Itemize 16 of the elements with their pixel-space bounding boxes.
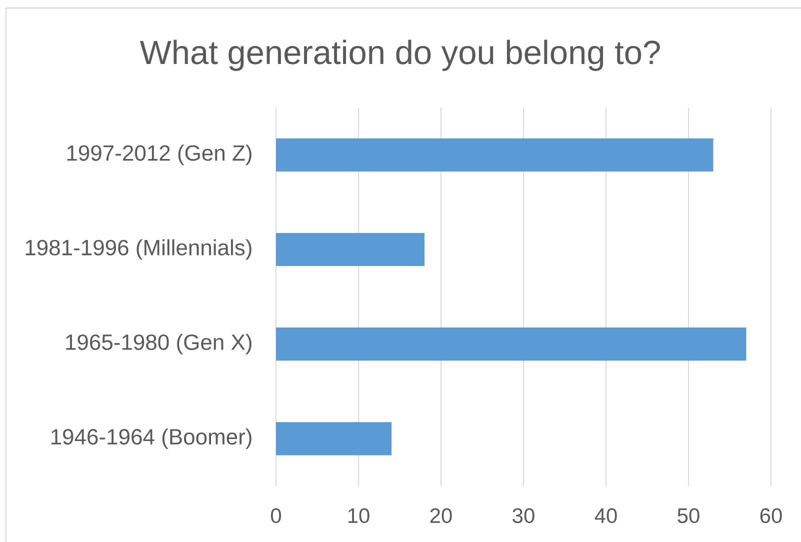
- bar: [276, 232, 424, 266]
- y-tick-label: 1965-1980 (Gen X): [66, 334, 252, 354]
- x-tick-label: 30: [512, 508, 534, 524]
- x-tick-label: 40: [594, 508, 617, 524]
- x-tick-label: 0: [270, 508, 282, 524]
- y-tick-label: 1997-2012 (Gen Z): [67, 144, 252, 166]
- x-tick-label: 50: [678, 508, 700, 524]
- bar: [276, 422, 392, 456]
- x-tick-label: 20: [430, 508, 452, 524]
- x-tick-label: 10: [348, 508, 370, 524]
- y-tick-label: 1946-1964 (Boomer): [51, 428, 252, 449]
- bar: [276, 328, 746, 361]
- chart-title: What generation do you belong to?: [140, 40, 660, 71]
- bar: [276, 138, 714, 172]
- x-tick-label: 60: [760, 508, 782, 524]
- y-tick-label: 1981-1996 (Millennials): [26, 239, 252, 260]
